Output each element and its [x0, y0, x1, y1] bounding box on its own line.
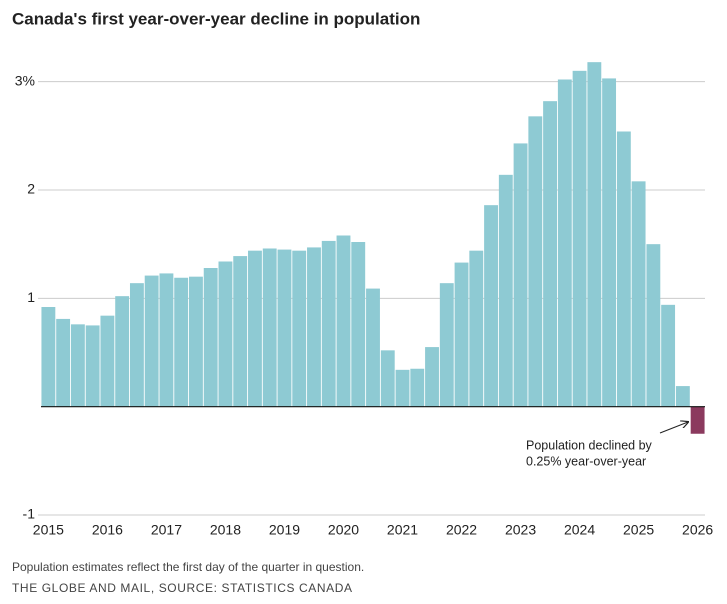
- bar: [602, 78, 617, 407]
- x-tick-label: 2022: [446, 522, 477, 538]
- bar: [587, 62, 602, 407]
- bar: [218, 261, 233, 407]
- bar: [188, 276, 203, 407]
- bar: [469, 250, 484, 407]
- bar: [174, 277, 189, 407]
- bar: [159, 273, 174, 407]
- bar: [439, 283, 454, 407]
- bar: [690, 406, 705, 434]
- bar: [661, 304, 676, 407]
- bar: [675, 386, 690, 407]
- annotation: 0.25% year-over-year: [526, 454, 646, 468]
- x-tick-label: 2016: [92, 522, 123, 538]
- bar: [100, 315, 115, 407]
- bar: [115, 296, 130, 407]
- bar: [262, 248, 277, 407]
- bar: [425, 347, 439, 407]
- annotation: Population declined by: [526, 438, 653, 452]
- x-tick-label: 2024: [564, 522, 595, 538]
- bar: [631, 181, 646, 407]
- bar: [513, 143, 528, 407]
- bar: [484, 205, 498, 407]
- chart-title: Canada's first year-over-year decline in…: [12, 9, 420, 28]
- bar: [277, 249, 292, 407]
- bar: [321, 240, 336, 407]
- bar: [233, 256, 248, 407]
- bar: [557, 79, 572, 407]
- x-tick-label: 2015: [33, 522, 64, 538]
- bar: [129, 283, 144, 407]
- x-tick-label: 2018: [210, 522, 241, 538]
- bar: [351, 242, 366, 407]
- bar: [543, 101, 558, 407]
- y-tick-label: 2: [27, 181, 35, 197]
- y-tick-label: -1: [23, 506, 36, 522]
- bar: [336, 235, 351, 407]
- footnote: Population estimates reflect the first d…: [12, 560, 364, 574]
- x-tick-label: 2017: [151, 522, 182, 538]
- bar: [307, 247, 321, 407]
- bar: [410, 368, 425, 407]
- x-tick-label: 2020: [328, 522, 359, 538]
- bar: [454, 262, 469, 407]
- bar: [41, 307, 56, 407]
- bar: [292, 250, 307, 407]
- bar: [395, 369, 410, 407]
- bar: [646, 244, 661, 407]
- bar: [144, 275, 159, 407]
- x-tick-label: 2026: [682, 522, 713, 538]
- source: THE GLOBE AND MAIL, SOURCE: STATISTICS C…: [12, 581, 353, 595]
- x-tick-label: 2021: [387, 522, 418, 538]
- bar: [380, 350, 395, 407]
- bar: [203, 268, 218, 407]
- bar: [248, 250, 262, 407]
- bar: [85, 325, 100, 407]
- bar: [528, 116, 543, 407]
- y-tick-label: 1: [27, 289, 35, 305]
- x-tick-label: 2025: [623, 522, 654, 538]
- bar: [56, 318, 71, 407]
- annotation-arrow: [659, 422, 688, 434]
- bar: [498, 174, 513, 407]
- bar: [616, 131, 631, 407]
- bar: [572, 70, 587, 407]
- bar: [366, 288, 380, 407]
- x-tick-label: 2023: [505, 522, 536, 538]
- bar: [70, 324, 85, 407]
- x-tick-label: 2019: [269, 522, 300, 538]
- y-tick-label: 3%: [15, 72, 35, 88]
